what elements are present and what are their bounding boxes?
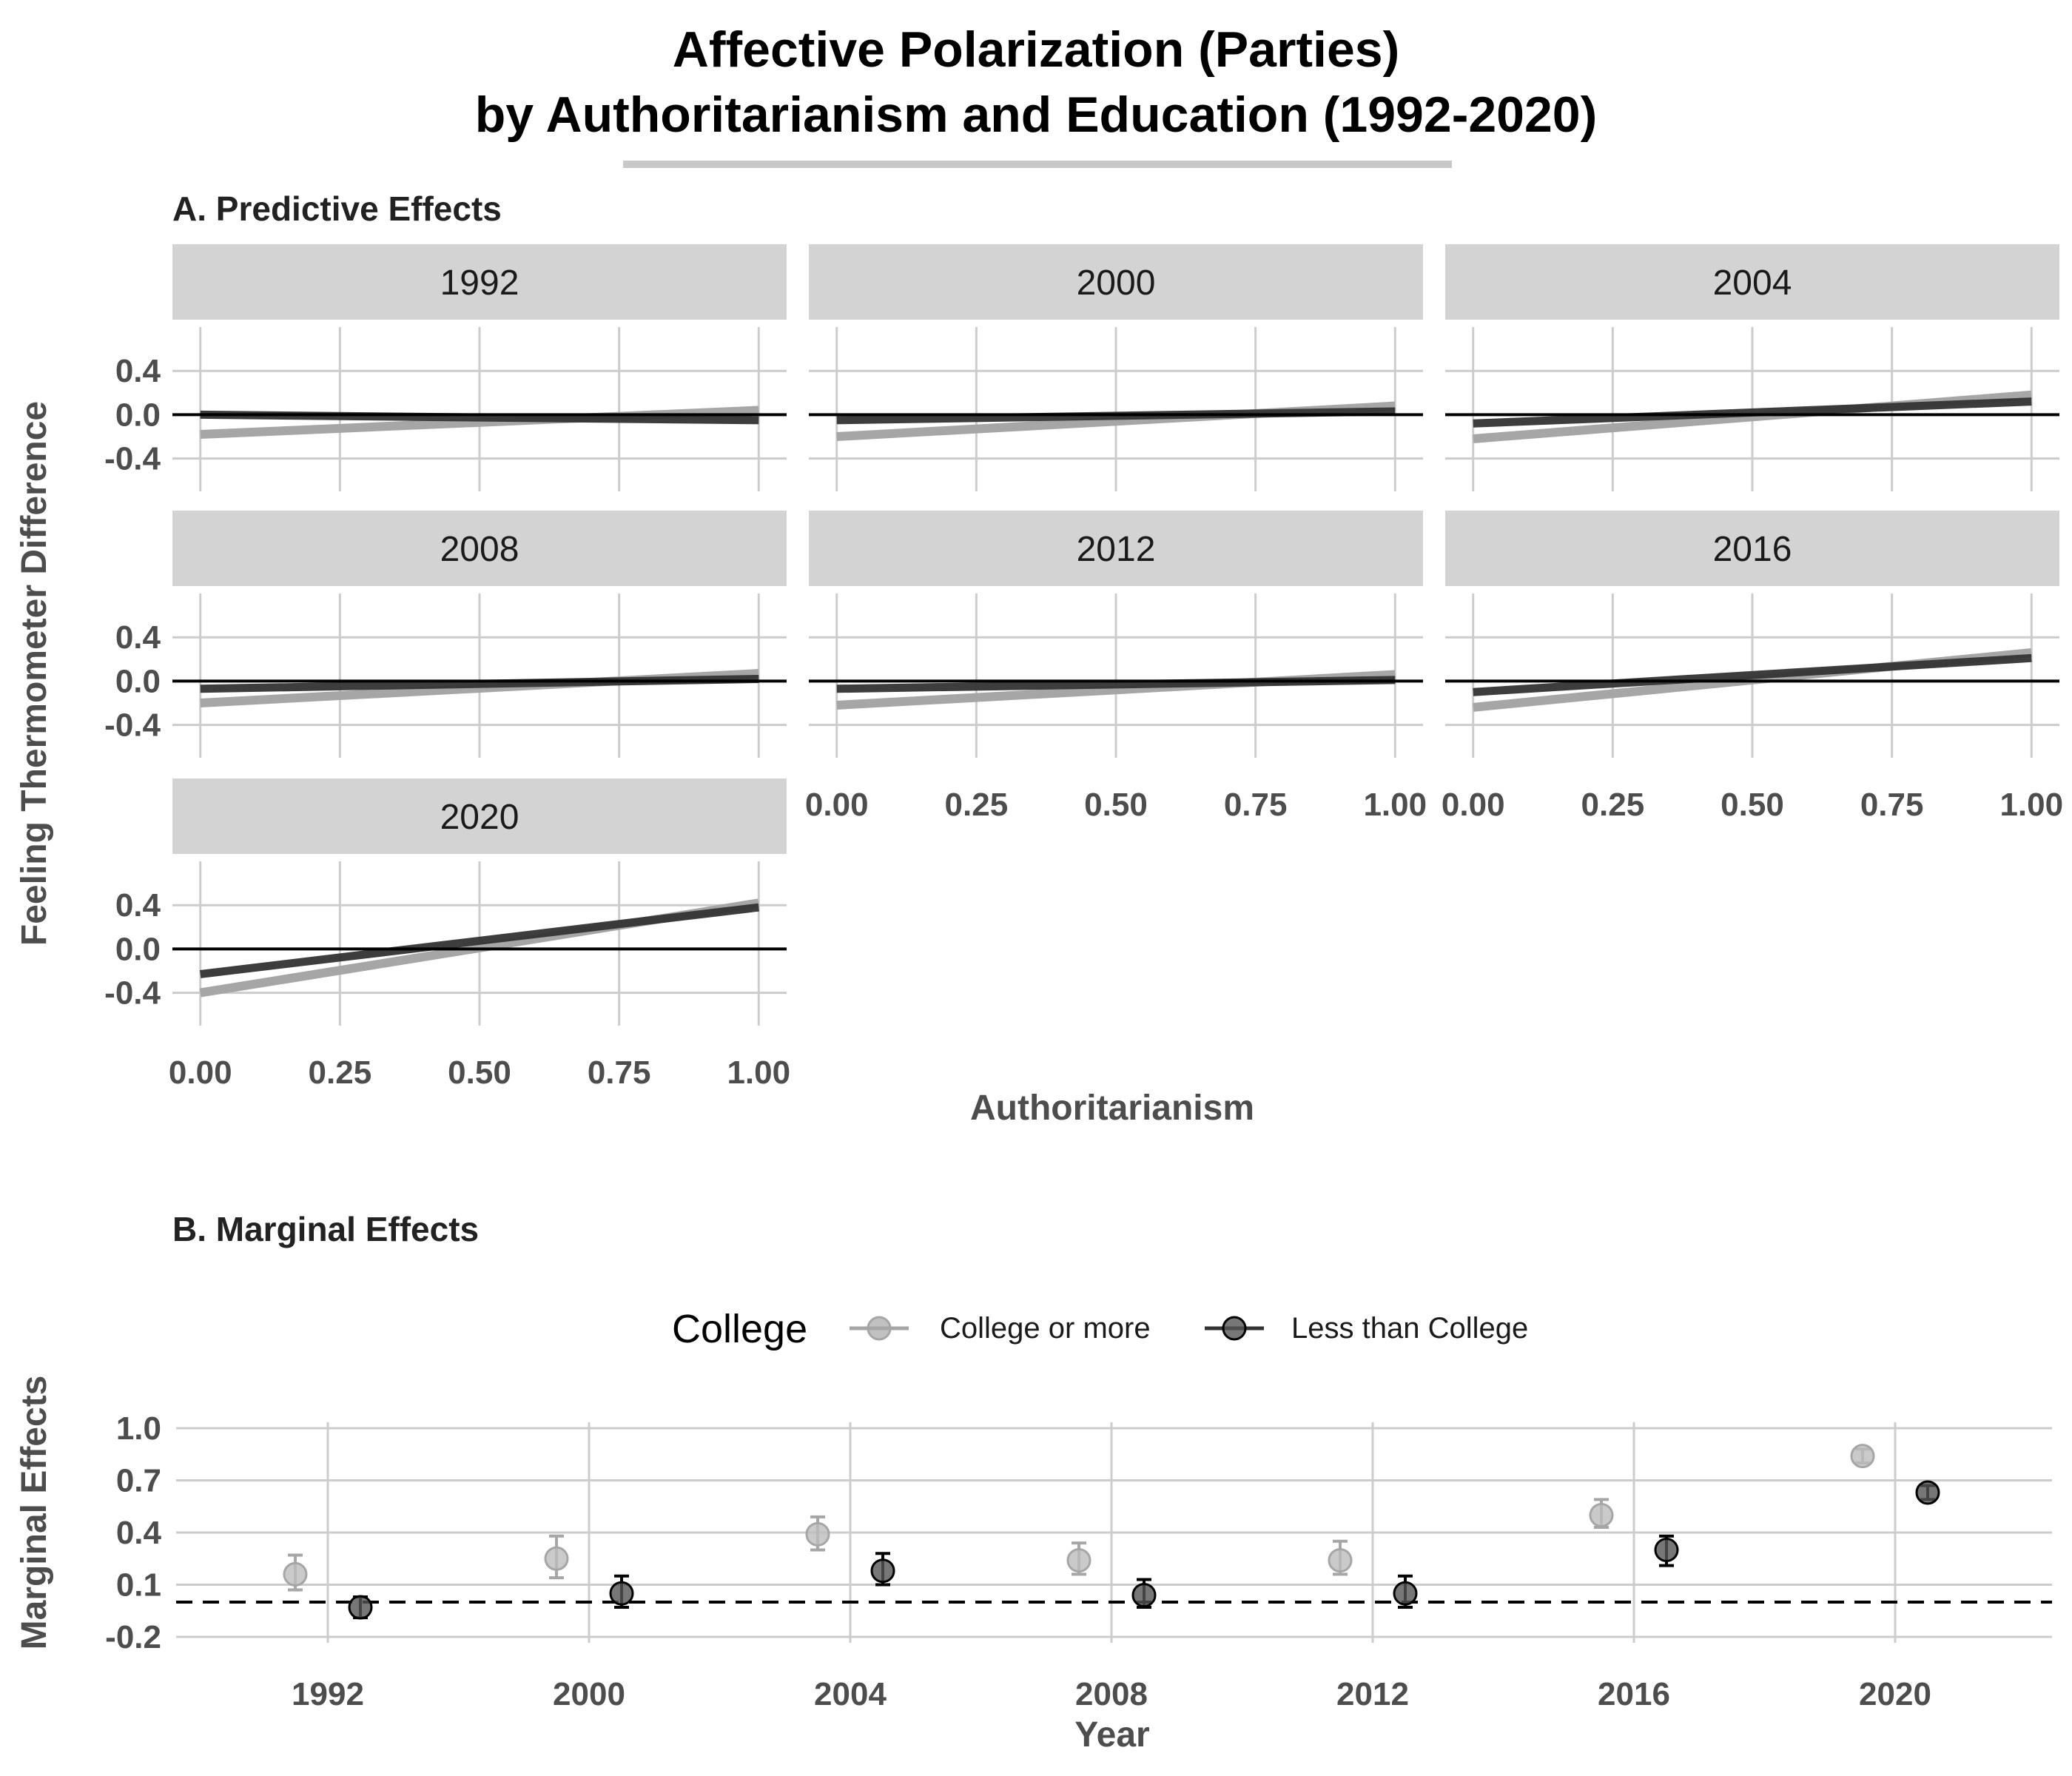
y-tick-label: -0.2 <box>105 1619 161 1655</box>
facet-strip-label: 2008 <box>440 530 519 569</box>
y-tick-label: 0.4 <box>115 887 161 924</box>
x-tick-label: 1.00 <box>1363 787 1427 823</box>
y-tick-label: -0.4 <box>104 441 161 477</box>
y-tick-label: -0.4 <box>104 707 161 744</box>
x-tick-label: 2020 <box>1859 1676 1931 1712</box>
facet-2004: 2004 <box>1445 244 2059 491</box>
data-point <box>1131 1583 1157 1608</box>
x-tick-label: 0.25 <box>945 787 1009 823</box>
y-tick-label: 0.4 <box>115 353 161 389</box>
legend-key-less-point <box>1222 1316 1247 1341</box>
data-point <box>1393 1581 1418 1606</box>
predictive-effects-panel: 1992 -0.4 0.0 0.4 2000 2004 2008 -0.4 0.0 0.4 2012… <box>104 244 2063 1091</box>
line-less-than-college <box>1473 653 2032 696</box>
x-tick-label: 0.25 <box>1581 787 1645 823</box>
chart-title-line-2: by Authoritarianism and Education (1992-… <box>475 87 1598 143</box>
legend-item-college: College or more <box>850 1312 1151 1345</box>
x-tick-label: 0.50 <box>448 1054 511 1091</box>
data-point <box>1328 1548 1353 1573</box>
x-tick-label: 0.75 <box>588 1054 651 1091</box>
data-point <box>1589 1503 1614 1527</box>
legend: College College or more Less than Colleg… <box>672 1307 1528 1351</box>
data-point <box>1915 1480 1940 1505</box>
y-tick-label: 0.1 <box>116 1567 161 1604</box>
data-point <box>283 1561 308 1587</box>
facet-1992: 1992 -0.4 0.0 0.4 <box>104 244 787 491</box>
x-tick-label: 1.00 <box>727 1054 790 1091</box>
x-tick-label: 1.00 <box>1999 787 2063 823</box>
data-point <box>544 1546 569 1571</box>
facet-2012: 2012 0.00 0.25 0.50 0.75 1.00 <box>805 511 1427 823</box>
x-tick-label: 2012 <box>1336 1676 1409 1712</box>
x-tick-label: 0.50 <box>1720 787 1784 823</box>
facet-strip-label: 2016 <box>1713 530 1792 569</box>
panel-a-y-axis-label: Feeling Thermometer Difference <box>15 401 54 946</box>
facet-2016: 2016 0.00 0.25 0.50 0.75 1.00 <box>1442 511 2063 823</box>
legend-label-less: Less than College <box>1291 1312 1528 1345</box>
facet-strip-label: 2020 <box>440 798 519 837</box>
x-tick-label: 1992 <box>292 1676 364 1712</box>
facet-strip-label: 2004 <box>1713 263 1792 303</box>
facet-strip <box>172 511 787 586</box>
facet-2000: 2000 <box>809 244 1423 491</box>
panel-b-x-axis-label: Year <box>1074 1715 1149 1755</box>
y-tick-label: -0.4 <box>104 975 161 1012</box>
y-tick-label: 0.4 <box>116 1515 162 1551</box>
x-tick-label: 0.75 <box>1860 787 1924 823</box>
facet-2008: 2008 -0.4 0.0 0.4 <box>104 511 787 758</box>
panel-b-y-axis-label: Marginal Effects <box>15 1376 54 1650</box>
marginal-effects-panel: -0.2 0.1 0.4 0.7 1.0 1992 2000 2004 2008 2012 2016… <box>105 1410 2052 1712</box>
data-point <box>1850 1444 1875 1469</box>
x-tick-label: 2016 <box>1598 1676 1670 1712</box>
legend-title: College <box>672 1307 807 1351</box>
x-tick-label: 2004 <box>814 1676 887 1712</box>
legend-key-college-point <box>867 1316 892 1341</box>
x-tick-label: 2000 <box>553 1676 625 1712</box>
data-point <box>609 1581 634 1606</box>
data-point <box>1654 1538 1679 1562</box>
y-tick-label: 0.0 <box>115 663 161 699</box>
x-tick-label: 0.00 <box>169 1054 232 1091</box>
series-less-than-college <box>348 1480 1940 1620</box>
chart-title-line-1: Affective Polarization (Parties) <box>673 21 1399 78</box>
panel-b-title: B. Marginal Effects <box>172 1210 479 1248</box>
facet-strip <box>1445 511 2059 586</box>
facet-strip <box>809 244 1423 320</box>
facet-strip-label: 1992 <box>440 263 519 303</box>
legend-label-college: College or more <box>940 1312 1151 1345</box>
x-tick-label: 0.75 <box>1224 787 1288 823</box>
data-point <box>805 1521 830 1547</box>
y-tick-label: 1.0 <box>116 1410 161 1447</box>
y-tick-label: 0.4 <box>115 619 161 656</box>
facet-2020: 2020 -0.4 0.0 0.4 0.00 0.25 0.50 0.75 1.00 <box>104 778 790 1091</box>
y-tick-label: 0.0 <box>115 931 161 967</box>
panel-a-x-axis-label: Authoritarianism <box>970 1089 1254 1128</box>
data-point <box>870 1558 895 1584</box>
x-tick-label: 0.25 <box>309 1054 372 1091</box>
facet-strip <box>1445 244 2059 320</box>
legend-item-less-than-college: Less than College <box>1205 1312 1528 1345</box>
panel-a-title: A. Predictive Effects <box>172 189 502 228</box>
x-tick-label: 0.00 <box>805 787 869 823</box>
data-point <box>348 1595 373 1620</box>
x-tick-label: 0.00 <box>1442 787 1505 823</box>
x-tick-label: 0.50 <box>1084 787 1148 823</box>
y-tick-label: 0.7 <box>116 1463 161 1499</box>
y-tick-label: 0.0 <box>115 397 161 433</box>
line-less-than-college <box>1473 397 2032 428</box>
data-point <box>1066 1548 1092 1573</box>
facet-strip <box>809 511 1423 586</box>
line-less-than-college <box>200 903 759 978</box>
facet-strip-label: 2000 <box>1077 263 1156 303</box>
x-tick-label: 2008 <box>1075 1676 1148 1712</box>
facet-strip <box>172 778 787 854</box>
facet-strip <box>172 244 787 320</box>
facet-strip-label: 2012 <box>1077 530 1156 569</box>
series-college-or-more <box>283 1444 1875 1592</box>
